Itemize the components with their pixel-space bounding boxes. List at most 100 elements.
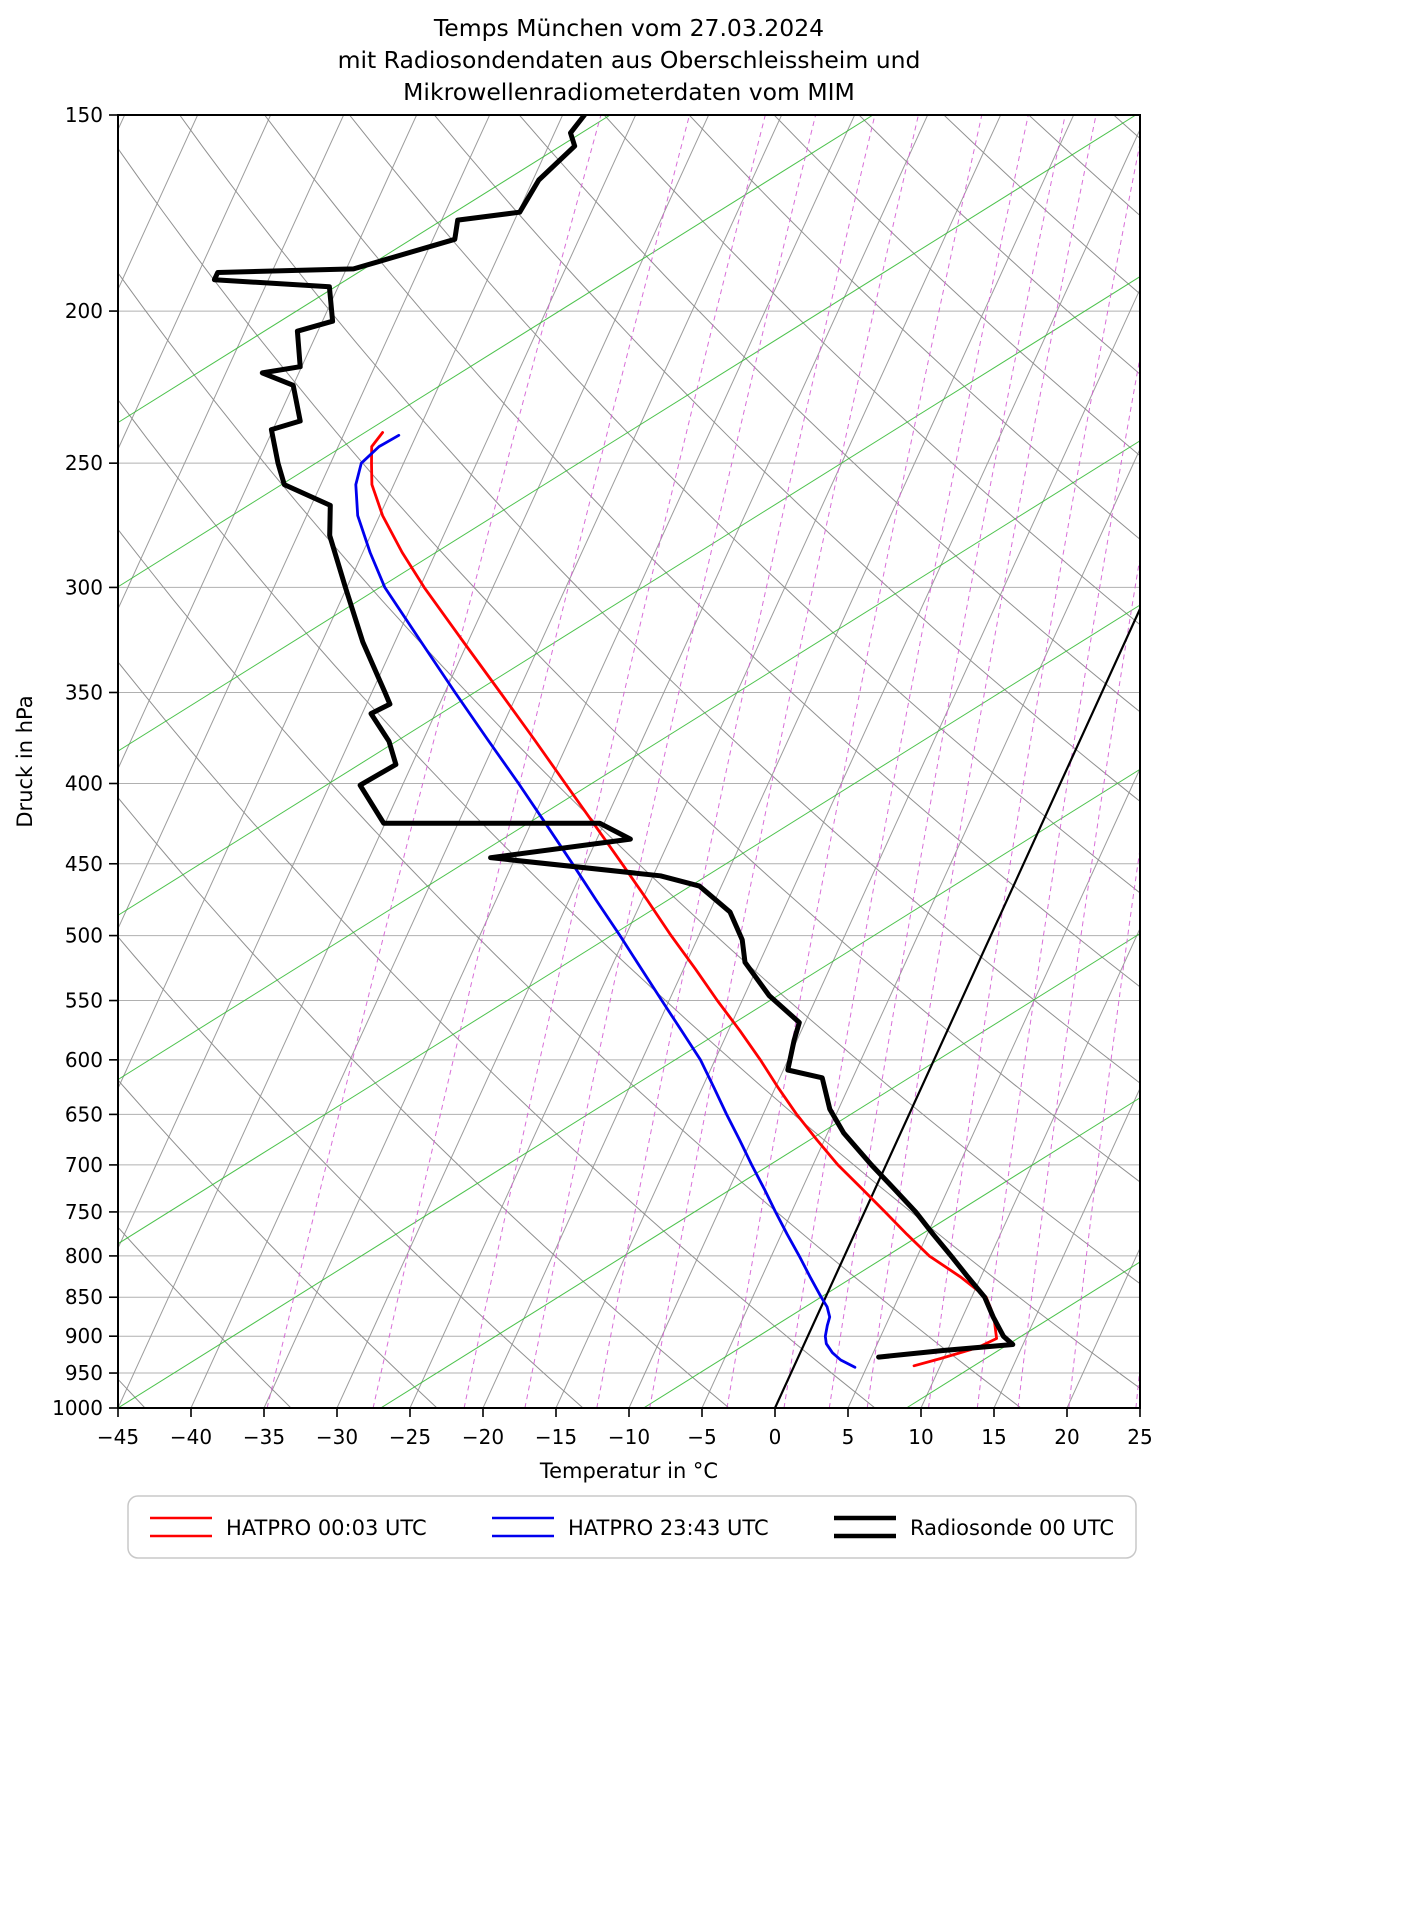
legend-entry-hatpro-0003: HATPRO 00:03 UTC bbox=[150, 1516, 427, 1540]
legend-entry-hatpro-2343: HATPRO 23:43 UTC bbox=[492, 1516, 769, 1540]
chart-title-line3: Mikrowellenradiometerdaten vom MIM bbox=[403, 78, 855, 106]
x-tick-label: −10 bbox=[608, 1425, 650, 1449]
dry-adiabat-line bbox=[118, 1079, 438, 1408]
dry-adiabat-line bbox=[434, 115, 1140, 802]
y-tick-label: 250 bbox=[65, 451, 103, 475]
green-gridline bbox=[118, 604, 1140, 1245]
dry-adiabat-line bbox=[118, 147, 1140, 1183]
chart-title-line2: mit Radiosondendaten aus Oberschleisshei… bbox=[338, 46, 921, 74]
green-gridline bbox=[118, 115, 1137, 752]
isotherm-line bbox=[118, 115, 491, 930]
x-tick-label: −35 bbox=[243, 1425, 285, 1449]
green-gridline bbox=[118, 115, 874, 588]
isotherm-line bbox=[118, 115, 637, 1250]
mixing-ratio-line bbox=[463, 115, 766, 1408]
x-tick-label: −40 bbox=[170, 1425, 212, 1449]
x-tick-label: 15 bbox=[981, 1425, 1006, 1449]
x-tick-label: −5 bbox=[687, 1425, 716, 1449]
green-gridline bbox=[118, 276, 1140, 916]
dry-adiabat-line bbox=[773, 115, 1140, 457]
legend-label: Radiosonde 00 UTC bbox=[910, 1516, 1114, 1540]
mixing-ratio-line bbox=[828, 115, 1066, 1408]
mixing-ratio-line bbox=[649, 115, 919, 1408]
dry-adiabat-line bbox=[603, 115, 1140, 626]
isotherm-line bbox=[118, 115, 710, 1408]
y-axis-label: Druck in hPa bbox=[13, 695, 37, 827]
chart-title-line1: Temps München vom 27.03.2024 bbox=[433, 14, 824, 42]
dry-adiabat-line bbox=[118, 796, 730, 1408]
dry-adiabat-line bbox=[518, 115, 1140, 713]
isotherm-line bbox=[118, 115, 345, 611]
dry-adiabat-line bbox=[264, 115, 1140, 988]
x-tick-label: −20 bbox=[462, 1425, 504, 1449]
isotherm-line bbox=[993, 1087, 1140, 1408]
mixing-ratio-line bbox=[524, 115, 817, 1408]
y-tick-label: 300 bbox=[65, 575, 103, 599]
mixing-ratio-line bbox=[596, 115, 876, 1408]
y-tick-label: 400 bbox=[65, 771, 103, 795]
curve-hatpro-2343 bbox=[354, 433, 857, 1369]
dry-adiabat-line bbox=[349, 115, 1140, 894]
mixing-ratio-line bbox=[1017, 554, 1140, 1408]
mixing-ratio-line bbox=[928, 140, 1140, 1408]
green-gridline bbox=[380, 932, 1140, 1408]
x-tick-label: 10 bbox=[908, 1425, 933, 1449]
y-tick-label: 550 bbox=[65, 989, 103, 1013]
isotherm-line bbox=[336, 115, 929, 1408]
y-tick-label: 850 bbox=[65, 1285, 103, 1309]
x-tick-label: −30 bbox=[316, 1425, 358, 1449]
y-tick-label: 950 bbox=[65, 1361, 103, 1385]
y-tick-label: 800 bbox=[65, 1244, 103, 1268]
legend-entry-radiosonde: Radiosonde 00 UTC bbox=[834, 1515, 1114, 1540]
green-gridline bbox=[643, 1097, 1140, 1408]
mixing-ratio-line bbox=[266, 115, 602, 1408]
isotherm-line bbox=[263, 115, 856, 1408]
legend-box bbox=[127, 1495, 1137, 1559]
dry-adiabat-line bbox=[688, 115, 1140, 540]
y-tick-label: 650 bbox=[65, 1102, 103, 1126]
isotherm-line bbox=[118, 115, 418, 770]
isotherm-line bbox=[482, 115, 1075, 1408]
x-tick-label: 5 bbox=[842, 1425, 855, 1449]
x-tick-label: 25 bbox=[1127, 1425, 1152, 1449]
x-tick-label: −15 bbox=[535, 1425, 577, 1449]
mixing-ratio-line bbox=[976, 354, 1140, 1408]
dry-adiabat-line bbox=[179, 115, 1140, 1084]
dry-adiabat-line bbox=[858, 115, 1140, 375]
plot-area: 1502002503003504004505005506006507007508… bbox=[52, 103, 1153, 1449]
isotherm-line bbox=[409, 115, 1002, 1408]
y-tick-label: 350 bbox=[65, 680, 103, 704]
isotherm-line bbox=[555, 128, 1140, 1408]
y-tick-label: 750 bbox=[65, 1200, 103, 1224]
isotherm-line bbox=[118, 115, 564, 1090]
y-tick-label: 500 bbox=[65, 924, 103, 948]
y-tick-label: 700 bbox=[65, 1153, 103, 1177]
green-gridline bbox=[118, 115, 611, 424]
y-tick-label: 200 bbox=[65, 299, 103, 323]
grid-and-curves bbox=[118, 115, 1140, 1408]
curve-radiosonde bbox=[211, 115, 1016, 1360]
isotherm-line bbox=[701, 447, 1140, 1408]
dry-adiabat-line bbox=[118, 399, 1140, 1389]
x-tick-label: −45 bbox=[97, 1425, 139, 1449]
legend-label: HATPRO 23:43 UTC bbox=[568, 1516, 769, 1540]
isotherm-line bbox=[190, 115, 783, 1408]
legend: HATPRO 00:03 UTC HATPRO 23:43 UTC Radios… bbox=[127, 1495, 1137, 1559]
isotherm-line bbox=[847, 767, 1140, 1408]
mixing-ratio-line bbox=[783, 115, 1029, 1408]
isotherm-line bbox=[118, 115, 272, 451]
mixing-ratio-line bbox=[372, 115, 690, 1408]
dry-adiabat-line bbox=[118, 528, 1022, 1408]
x-tick-label: −25 bbox=[389, 1425, 431, 1449]
mixing-ratio-line bbox=[1068, 845, 1140, 1408]
isotherm-line bbox=[628, 288, 1140, 1408]
dry-adiabat-line bbox=[118, 936, 584, 1408]
dry-adiabat-line bbox=[118, 661, 876, 1408]
y-tick-label: 1000 bbox=[52, 1396, 103, 1420]
x-tick-label: 20 bbox=[1054, 1425, 1079, 1449]
green-gridline bbox=[118, 768, 1140, 1408]
y-tick-label: 150 bbox=[65, 103, 103, 127]
